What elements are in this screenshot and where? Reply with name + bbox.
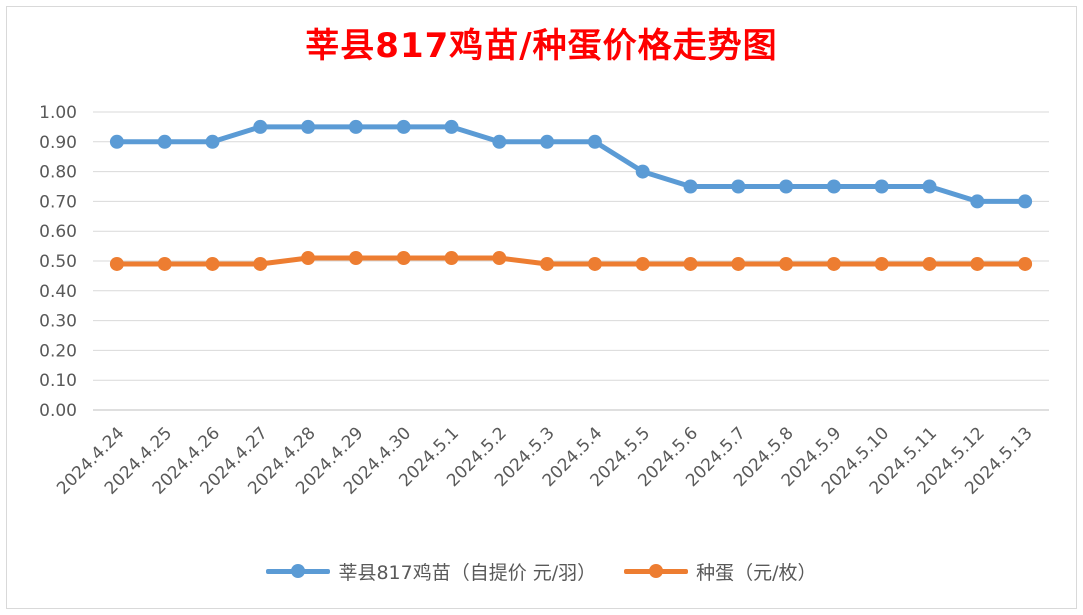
- data-point: [540, 134, 555, 149]
- data-point: [205, 134, 220, 149]
- data-point: [826, 256, 841, 271]
- legend-label-chick: 莘县817鸡苗（自提价 元/羽）: [338, 561, 597, 584]
- series-line-0: [114, 124, 1028, 204]
- data-point: [348, 251, 363, 266]
- data-point: [301, 119, 316, 134]
- data-point: [826, 179, 841, 194]
- legend-item-chick: 莘县817鸡苗（自提价 元/羽）: [266, 558, 596, 585]
- chart-title: 莘县817鸡苗/种蛋价格走势图: [305, 26, 778, 66]
- data-point: [779, 256, 794, 271]
- data-point: [540, 256, 555, 271]
- data-point: [970, 194, 985, 209]
- gridlines: [93, 111, 1049, 411]
- data-point: [683, 179, 698, 194]
- data-point: [779, 179, 794, 194]
- series-layer: [109, 119, 1033, 271]
- y-tick-label: 0.90: [39, 133, 77, 153]
- data-point: [492, 134, 507, 149]
- legend-swatch-egg: [624, 561, 689, 581]
- data-point: [874, 179, 889, 194]
- data-point: [109, 134, 124, 149]
- y-tick-label: 0.30: [39, 312, 77, 332]
- y-tick-label: 0.60: [39, 222, 77, 242]
- data-point: [396, 251, 411, 266]
- data-point: [157, 134, 172, 149]
- data-point: [348, 119, 363, 134]
- y-tick-label: 0.10: [39, 371, 77, 391]
- data-point: [253, 256, 268, 271]
- series-line-1: [114, 255, 1028, 267]
- data-point: [301, 251, 316, 266]
- data-point: [587, 134, 602, 149]
- data-point: [683, 256, 698, 271]
- data-point: [157, 256, 172, 271]
- y-tick-label: 0.80: [39, 163, 77, 183]
- y-tick-label: 0.20: [39, 341, 77, 361]
- data-point: [922, 256, 937, 271]
- y-tick-label: 0.50: [39, 252, 77, 272]
- y-tick-label: 1.00: [39, 103, 77, 123]
- legend-swatch-chick: [266, 561, 331, 581]
- chart-frame: [6, 6, 1077, 609]
- data-point: [635, 256, 650, 271]
- data-point: [396, 119, 411, 134]
- data-point: [444, 119, 459, 134]
- data-point: [205, 256, 220, 271]
- legend: 莘县817鸡苗（自提价 元/羽） 种蛋（元/枚）: [0, 556, 1083, 586]
- y-tick-label: 0.40: [39, 282, 77, 302]
- data-point: [731, 179, 746, 194]
- y-axis-ticks: 0.00 0.10 0.20 0.30 0.40 0.50 0.60 0.70 0.80 0.90…: [39, 103, 77, 421]
- data-point: [444, 251, 459, 266]
- data-point: [492, 251, 507, 266]
- data-point: [587, 256, 602, 271]
- data-point: [731, 256, 746, 271]
- y-tick-label: 0.70: [39, 192, 77, 212]
- legend-label-egg: 种蛋（元/枚）: [696, 561, 817, 584]
- y-tick-label: 0.00: [39, 401, 77, 421]
- data-point: [109, 256, 124, 271]
- data-point: [1018, 256, 1033, 271]
- x-axis-ticks: 2024.4.242024.4.252024.4.262024.4.272024…: [53, 423, 1037, 498]
- data-point: [970, 256, 985, 271]
- legend-item-egg: 种蛋（元/枚）: [624, 558, 817, 585]
- data-point: [1018, 194, 1033, 209]
- data-point: [922, 179, 937, 194]
- data-point: [253, 119, 268, 134]
- data-point: [635, 164, 650, 179]
- data-point: [874, 256, 889, 271]
